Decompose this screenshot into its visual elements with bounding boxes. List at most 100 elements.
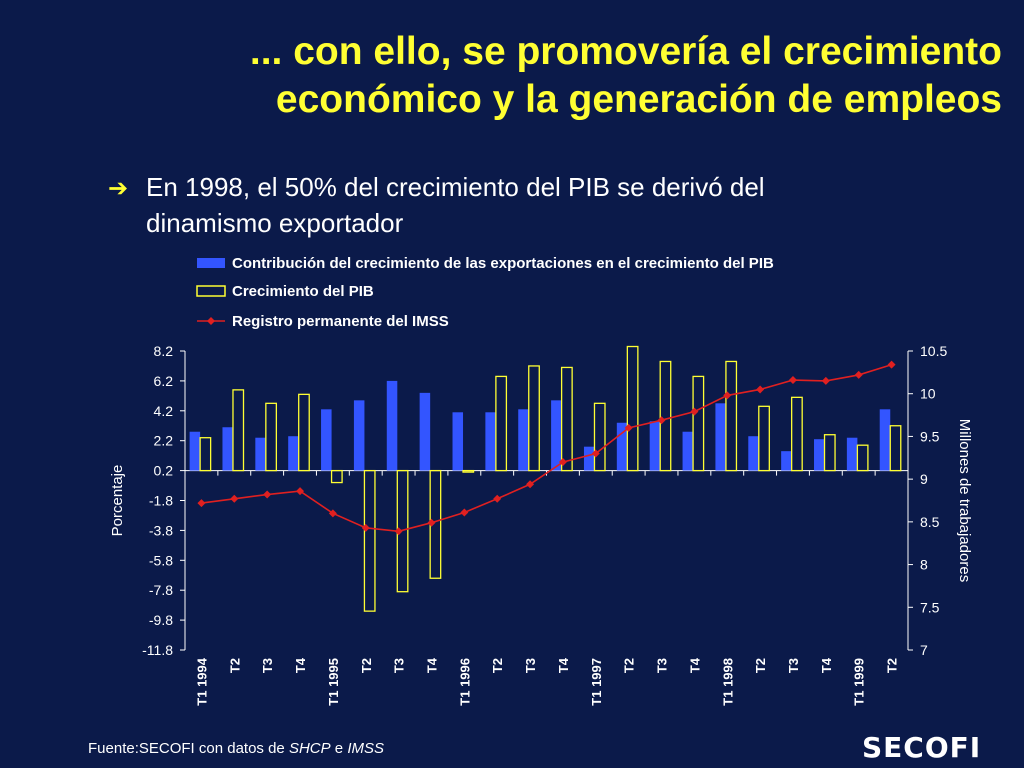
bar-pib: [856, 444, 869, 472]
source-imss: IMSS: [347, 740, 385, 757]
imss-point: [821, 376, 830, 385]
bar-pib: [560, 366, 573, 472]
imss-point: [788, 376, 797, 385]
left-tick-label: -7.8: [149, 582, 173, 598]
bar-exports: [222, 427, 233, 471]
bar-pib: [725, 360, 738, 472]
legend-label-imss: Registro permanente del IMSS: [232, 313, 449, 330]
source-prefix: Fuente:SECOFI con datos de: [88, 740, 289, 757]
bar-exports: [649, 421, 661, 471]
bar-pib: [462, 469, 475, 473]
category-label: T2: [885, 658, 900, 673]
left-tick-label: 4.2: [154, 403, 174, 419]
imss-point: [854, 370, 863, 379]
left-tick-label: 0.2: [154, 463, 174, 479]
bar-exports: [288, 436, 299, 471]
chart-axes: [180, 350, 913, 651]
category-label: T2: [227, 658, 242, 673]
legend-label-pib: Crecimiento del PIB: [232, 283, 374, 300]
bar-exports: [353, 400, 365, 471]
imss-series-line: [201, 363, 892, 533]
bar-exports: [748, 436, 759, 471]
bar-pib: [199, 437, 212, 472]
left-axis-title: Porcentaje: [109, 465, 126, 537]
category-label: T1 1997: [589, 658, 604, 706]
imss-point: [296, 487, 305, 496]
category-label: T2: [622, 658, 637, 673]
left-tick-label: -5.8: [149, 552, 173, 568]
slide-title: ... con ello, se promovería el crecimien…: [110, 28, 1002, 124]
imss-point: [493, 494, 502, 503]
legend-swatch-exports: [197, 258, 225, 268]
right-tick-label: 10: [920, 386, 936, 402]
category-label: T4: [424, 657, 439, 673]
arrow-right-icon: ➔: [108, 175, 129, 202]
bar-pib: [265, 402, 278, 472]
bullet-line-2: dinamismo exportador: [146, 208, 404, 238]
bullet-line-1: En 1998, el 50% del crecimiento del PIB …: [146, 172, 765, 202]
left-tick-label: -9.8: [149, 612, 173, 628]
title-line-2: económico y la generación de empleos: [275, 78, 1002, 121]
chart-bars: [189, 345, 902, 612]
imss-point: [558, 458, 567, 467]
category-label: T2: [359, 658, 374, 673]
right-tick-label: 8.5: [920, 514, 940, 530]
bar-exports: [452, 412, 464, 471]
source-note: Fuente:SECOFI con datos de SHCP e IMSS: [88, 740, 384, 757]
bar-exports: [255, 437, 266, 471]
bar-pib: [495, 375, 508, 472]
bar-pib: [692, 375, 705, 472]
source-shcp: SHCP: [288, 740, 331, 757]
imss-point: [230, 494, 239, 503]
imss-point: [361, 523, 370, 532]
secofi-logo: SECOFI: [862, 731, 982, 764]
imss-point: [328, 509, 337, 518]
bar-pib: [363, 469, 376, 612]
imss-point: [723, 391, 732, 400]
right-tick-label: 8: [920, 557, 928, 573]
category-label: T3: [392, 658, 407, 673]
category-label: T1 1998: [720, 658, 735, 706]
bar-exports: [814, 439, 825, 471]
bar-pib: [298, 393, 310, 472]
left-tick-label: -3.8: [149, 522, 173, 538]
bar-exports: [846, 437, 858, 471]
bar-exports: [419, 392, 431, 471]
chart-line: [197, 360, 896, 536]
left-tick-label: 8.2: [154, 343, 174, 359]
bar-pib: [758, 405, 770, 472]
category-label: T3: [523, 658, 538, 673]
category-label: T4: [556, 657, 571, 673]
bar-exports: [715, 403, 726, 471]
chart-legend: Contribución del crecimiento de las expo…: [196, 255, 774, 330]
bullet-point: ➔ En 1998, el 50% del crecimiento del PIB…: [108, 170, 928, 240]
bar-pib: [889, 425, 902, 472]
right-tick-label: 7.5: [920, 599, 940, 615]
imss-point: [887, 360, 896, 369]
category-label: T1 1999: [852, 658, 867, 706]
right-axis-title: Millones de trabajadores: [956, 419, 973, 582]
imss-point: [460, 508, 469, 517]
right-tick-label: 7: [920, 642, 928, 658]
bar-exports: [551, 400, 562, 471]
bar-exports: [518, 409, 529, 471]
bar-pib: [823, 434, 836, 472]
bar-exports: [616, 422, 628, 471]
legend-marker-imss: [207, 317, 215, 325]
category-label: T3: [260, 658, 275, 673]
category-label: T4: [687, 657, 702, 673]
left-tick-label: -1.8: [149, 493, 173, 509]
bar-exports: [321, 409, 332, 471]
bar-exports: [682, 431, 694, 471]
category-label: T1 1994: [194, 657, 209, 705]
imss-point: [394, 527, 403, 536]
imss-point: [624, 423, 633, 432]
imss-point: [526, 480, 535, 489]
source-and: e: [330, 740, 348, 757]
bar-pib: [232, 389, 245, 472]
category-label: T4: [293, 657, 308, 673]
category-label: T1 1996: [457, 658, 472, 706]
category-label: T1 1995: [326, 658, 341, 706]
bar-pib: [593, 402, 606, 472]
imss-point: [690, 407, 699, 416]
